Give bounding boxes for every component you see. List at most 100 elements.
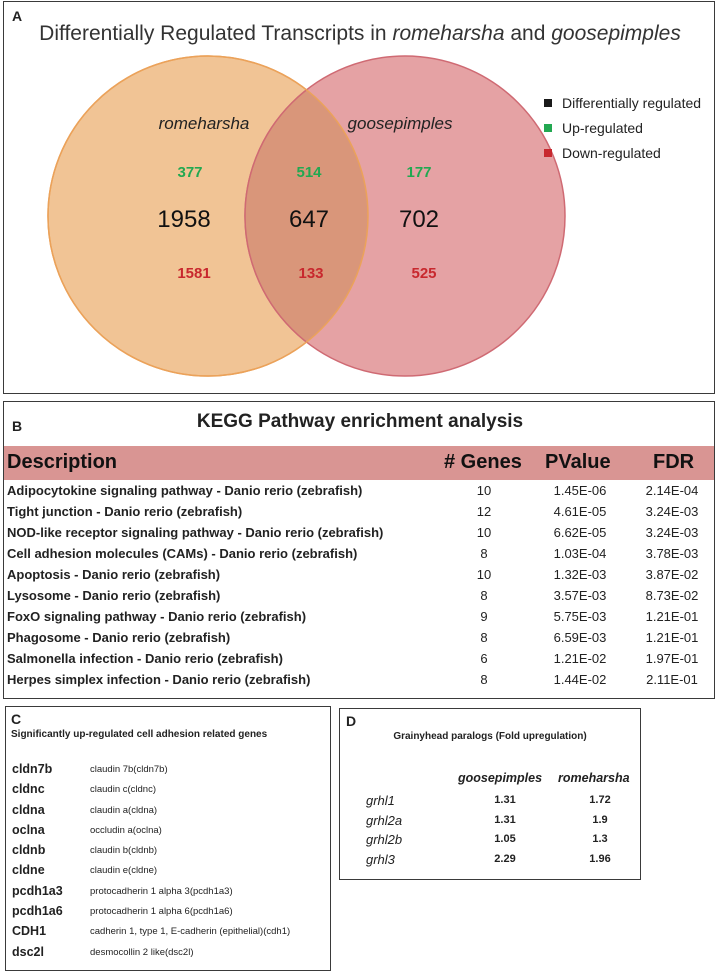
venn-diagram: romeharsha goosepimples 377 1958 1581 51… (47, 55, 566, 377)
grainyhead-title: Grainyhead paralogs (Fold upregulation) (393, 731, 587, 742)
list-item: oclna occludin a(oclna) (12, 821, 327, 841)
goosepimples-fold: 1.05 (494, 833, 516, 845)
set-label-romeharsha: romeharsha (159, 114, 250, 133)
legend-item-differential: Differentially regulated (544, 90, 701, 115)
p-value: 3.57E-03 (553, 588, 607, 603)
legend-label: Differentially regulated (562, 94, 702, 111)
p-value: 1.45E-06 (553, 483, 607, 498)
header-pvalue: PValue (545, 451, 611, 473)
list-item: cldn7b claudin 7b(cldn7b) (12, 760, 327, 780)
p-value: 6.59E-03 (553, 630, 607, 645)
gene-full-name: claudin c(cldnc) (90, 784, 156, 796)
table-row: Cell adhesion molecules (CAMs) - Danio r… (4, 544, 714, 565)
pathway-description: Salmonella infection - Danio rerio (zebr… (7, 651, 283, 666)
fdr-value: 1.21E-01 (645, 630, 699, 645)
romeharsha-fold: 1.96 (589, 852, 611, 865)
list-item: CDH1 cadherin 1, type 1, E-cadherin (epit… (12, 922, 327, 942)
romeharsha-fold: 1.72 (589, 794, 611, 806)
gene-full-name: occludin a(oclna) (90, 824, 162, 836)
legend-label: Down-regulated (562, 144, 661, 161)
goosepimples-fold: 1.31 (494, 794, 516, 806)
pathway-description: Herpes simplex infection - Danio rerio (… (7, 672, 311, 687)
fdr-value: 3.78E-03 (645, 546, 699, 561)
gene-count: 8 (480, 588, 488, 603)
venn-circle-romeharsha-outline (47, 55, 369, 377)
pathway-description: Adipocytokine signaling pathway - Danio … (7, 483, 363, 498)
table-row: Salmonella infection - Danio rerio (zebr… (4, 649, 714, 670)
gene-symbol: cldne (12, 863, 45, 878)
p-value: 1.32E-03 (553, 567, 607, 582)
venn-title: Differentially Regulated Transcripts in … (4, 22, 716, 46)
p-value: 5.75E-03 (553, 609, 607, 624)
panel-label-a: A (12, 8, 23, 24)
pathway-description: Phagosome - Danio rerio (zebrafish) (7, 630, 231, 645)
right-only-total-count: 702 (399, 206, 439, 233)
p-value: 1.44E-02 (553, 672, 607, 687)
legend-swatch-up (544, 123, 552, 132)
header-description: Description (7, 451, 118, 473)
pathway-description: Tight junction - Danio rerio (zebrafish) (7, 504, 243, 519)
list-item: pcdh1a6 protocadherin 1 alpha 6(pcdh1a6) (12, 902, 327, 922)
venn-legend: Differentially regulated Up-regulated Do… (544, 90, 701, 165)
header-genes: # Genes (444, 451, 522, 473)
p-value: 6.62E-05 (553, 525, 607, 540)
gene-symbol: cldnc (12, 782, 45, 797)
left-only-down-count: 1581 (177, 265, 210, 282)
list-item: dsc2l desmocollin 2 like(dsc2l) (12, 943, 327, 963)
gene-symbol: cldna (12, 802, 45, 817)
fdr-value: 8.73E-02 (645, 588, 699, 603)
panel-label-c: C (11, 711, 22, 727)
gene-symbol: cldn7b (12, 762, 53, 776)
table-row: grhl2a 1.31 1.9 (340, 812, 640, 832)
fdr-value: 1.21E-01 (645, 609, 699, 624)
gene-symbol: oclna (12, 822, 45, 837)
gene-symbol: CDH1 (12, 924, 47, 939)
table-row: grhl3 2.29 1.96 (340, 851, 640, 871)
overlap-down-count: 133 (298, 265, 323, 282)
fdr-value: 2.14E-04 (645, 483, 699, 498)
romeharsha-fold: 1.3 (592, 833, 608, 845)
gene-count: 10 (476, 483, 492, 498)
gene-count: 8 (480, 672, 488, 687)
venn-title-prefix: Differentially Regulated Transcripts in (39, 22, 393, 45)
panel-a-venn: A Differentially Regulated Transcripts i… (3, 1, 715, 394)
pathway-description: Cell adhesion molecules (CAMs) - Danio r… (7, 546, 358, 561)
panel-label-d: D (346, 713, 357, 729)
gene-list-title: Significantly up-regulated cell adhesion… (11, 729, 268, 740)
list-item: cldnb claudin b(cldnb) (12, 841, 327, 861)
legend-swatch-down (544, 148, 552, 157)
kegg-table-header: Description # Genes PValue FDR (4, 446, 714, 480)
panel-b-kegg-table: B KEGG Pathway enrichment analysis Descr… (3, 401, 715, 699)
gene-full-name: claudin b(cldnb) (90, 845, 158, 857)
gene-full-name: desmocollin 2 like(dsc2l) (90, 946, 194, 958)
table-row: FoxO signaling pathway - Danio rerio (ze… (4, 607, 714, 628)
paralog-name: grhl1 (366, 793, 395, 808)
goosepimples-fold: 1.31 (494, 813, 516, 826)
table-row: NOD-like receptor signaling pathway - Da… (4, 523, 714, 544)
gene-symbol: pcdh1a3 (12, 883, 63, 898)
fdr-value: 1.97E-01 (645, 651, 699, 666)
panel-d-grainyhead-table: D Grainyhead paralogs (Fold upregulation… (339, 708, 641, 880)
table-row: grhl2b 1.05 1.3 (340, 831, 640, 851)
panel-c-gene-list: C Significantly up-regulated cell adhesi… (5, 706, 331, 971)
gene-count: 10 (476, 525, 492, 540)
legend-swatch-differential (544, 98, 552, 107)
gene-list: cldn7b claudin 7b(cldn7b) cldnc claudin c(c… (12, 760, 327, 963)
venn-overlap-region (244, 56, 368, 376)
table-row: Lysosome - Danio rerio (zebrafish) 8 3.57E… (4, 586, 714, 607)
panel-label-b: B (12, 418, 23, 434)
venn-title-set-a: romeharsha (392, 22, 505, 45)
column-header-romeharsha: romeharsha (558, 771, 630, 785)
table-row: Tight junction - Danio rerio (zebrafish)… (4, 502, 714, 523)
overlap-up-count: 514 (296, 164, 322, 181)
list-item: pcdh1a3 protocadherin 1 alpha 3(pcdh1a3) (12, 882, 327, 902)
table-row: Adipocytokine signaling pathway - Danio … (4, 481, 714, 502)
fdr-value: 3.24E-03 (645, 525, 699, 540)
gene-count: 12 (476, 504, 492, 519)
p-value: 4.61E-05 (553, 504, 607, 519)
fdr-value: 2.11E-01 (646, 672, 698, 687)
pathway-description: FoxO signaling pathway - Danio rerio (ze… (7, 609, 307, 624)
overlap-total-count: 647 (289, 206, 329, 233)
paralog-name: grhl2a (366, 812, 403, 828)
legend-label: Up-regulated (562, 119, 643, 136)
